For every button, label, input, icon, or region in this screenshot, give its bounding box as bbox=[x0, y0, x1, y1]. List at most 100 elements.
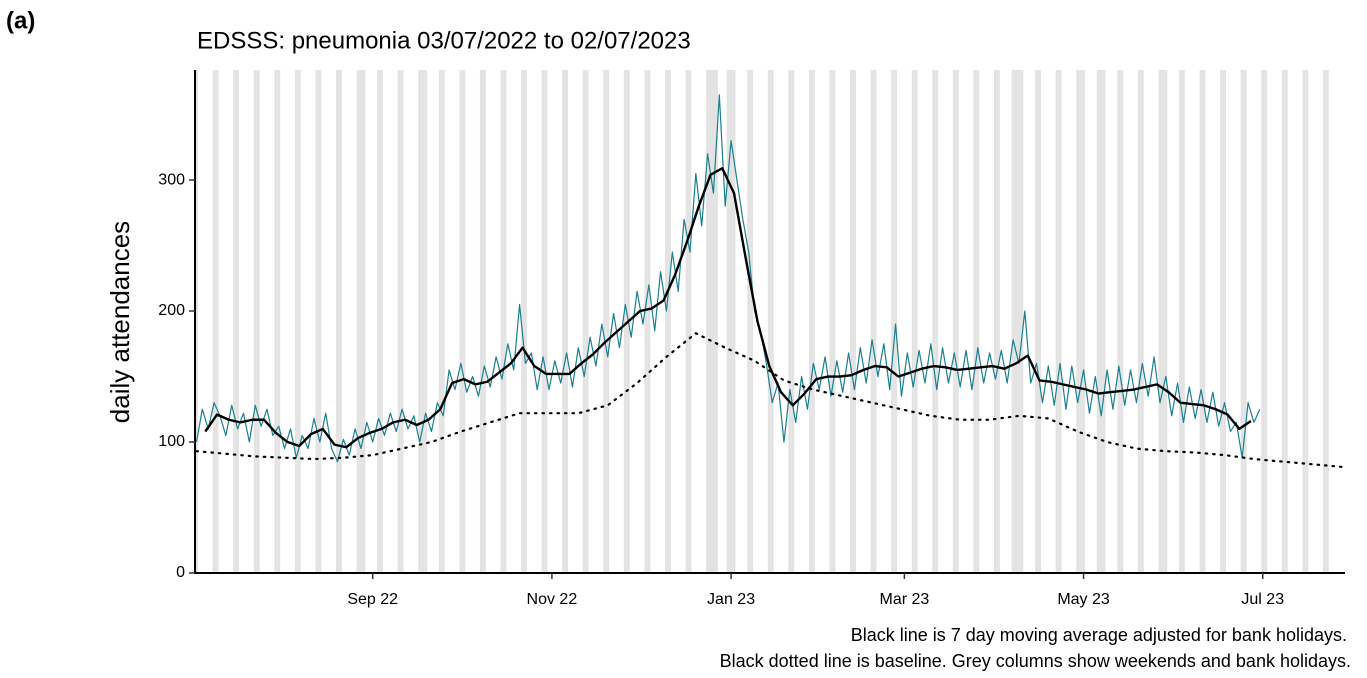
shaded-day bbox=[359, 70, 363, 573]
shaded-day bbox=[1199, 70, 1203, 573]
shaded-day bbox=[1302, 70, 1306, 573]
shaded-day bbox=[850, 70, 853, 573]
shaded-day bbox=[894, 70, 898, 573]
axes: 0 100 200 300 Sep 22 Nov 22 Jan 23 Mar 23 May 23… bbox=[158, 70, 1345, 608]
shaded-day bbox=[709, 70, 712, 573]
shaded-day bbox=[585, 70, 589, 573]
baseline-line bbox=[195, 332, 1344, 468]
chart-title: EDSSS: pneumonia 03/07/2022 to 02/07/202… bbox=[197, 27, 691, 54]
shaded-day bbox=[462, 70, 466, 573]
shaded-day bbox=[400, 70, 404, 573]
note: Black line is 7 day moving average adjus… bbox=[851, 625, 1347, 645]
shaded-day bbox=[647, 70, 651, 573]
shaded-day bbox=[606, 70, 610, 573]
shaded-day bbox=[1137, 70, 1141, 573]
shaded-day bbox=[253, 70, 257, 573]
shaded-day bbox=[1325, 70, 1329, 573]
shaded-day bbox=[1164, 70, 1168, 573]
shaded-day bbox=[688, 70, 692, 573]
shaded-day bbox=[832, 70, 836, 573]
shaded-day bbox=[706, 70, 710, 573]
shaded-day bbox=[973, 70, 977, 573]
shaded-day bbox=[441, 70, 445, 573]
shaded-day bbox=[1120, 70, 1124, 573]
shaded-day bbox=[685, 70, 689, 573]
shaded-day bbox=[523, 70, 527, 573]
shaded-day bbox=[256, 70, 260, 573]
x-tick-label: Jul 23 bbox=[1241, 591, 1284, 608]
shaded-day bbox=[952, 70, 956, 573]
shaded-day bbox=[541, 70, 545, 573]
shaded-day bbox=[976, 70, 980, 573]
y-tick-label: 300 bbox=[158, 171, 185, 188]
shaded-day bbox=[993, 70, 997, 573]
shaded-day bbox=[1322, 70, 1326, 573]
shaded-day bbox=[623, 70, 627, 573]
shaded-day bbox=[852, 70, 856, 573]
shaded-day bbox=[1181, 70, 1185, 573]
shaded-day bbox=[438, 70, 442, 573]
shaded-day bbox=[459, 70, 463, 573]
y-axis-label: daily attendances bbox=[105, 221, 135, 423]
shaded-day bbox=[829, 70, 833, 573]
shaded-day bbox=[1117, 70, 1121, 573]
shaded-day bbox=[726, 70, 730, 573]
y-tick-label: 100 bbox=[158, 433, 185, 450]
shaded-day bbox=[482, 70, 486, 573]
shaded-day bbox=[318, 70, 322, 573]
shaded-day bbox=[338, 70, 342, 573]
shaded-day bbox=[274, 70, 278, 573]
shaded-day bbox=[544, 70, 548, 573]
shaded-day bbox=[811, 70, 815, 573]
shaded-day bbox=[767, 70, 771, 573]
shaded-day bbox=[732, 70, 736, 573]
shaded-day bbox=[1240, 70, 1244, 573]
shaded-day bbox=[562, 70, 566, 573]
shaded-day bbox=[1264, 70, 1268, 573]
shaded-day bbox=[603, 70, 607, 573]
shaded-day bbox=[1243, 70, 1247, 573]
shaded-day bbox=[664, 70, 668, 573]
shaded-day bbox=[873, 70, 877, 573]
shaded-day bbox=[1140, 70, 1144, 573]
note: Black dotted line is baseline. Grey colu… bbox=[720, 651, 1351, 671]
shaded-day bbox=[914, 70, 918, 573]
shaded-day bbox=[377, 70, 381, 573]
shaded-day bbox=[1281, 70, 1285, 573]
shaded-day bbox=[1038, 70, 1041, 573]
x-tick-label: Sep 22 bbox=[347, 591, 398, 608]
shaded-day bbox=[397, 70, 401, 573]
shaded-day bbox=[418, 70, 422, 573]
shading bbox=[195, 70, 1329, 573]
shaded-day bbox=[644, 70, 648, 573]
shaded-day bbox=[565, 70, 569, 573]
shaded-day bbox=[1014, 70, 1018, 573]
shaded-day bbox=[1082, 70, 1086, 573]
shaded-day bbox=[380, 70, 383, 573]
shaded-day bbox=[233, 70, 237, 573]
shaded-day bbox=[294, 70, 298, 573]
shaded-day bbox=[1158, 70, 1162, 573]
shaded-day bbox=[1102, 70, 1106, 573]
shaded-day bbox=[1099, 70, 1103, 573]
shaded-day bbox=[747, 70, 751, 573]
shaded-day bbox=[870, 70, 874, 573]
shaded-day bbox=[808, 70, 812, 573]
shaded-day bbox=[1223, 70, 1227, 573]
plot-lines bbox=[195, 94, 1344, 468]
shaded-day bbox=[891, 70, 895, 573]
shaded-day bbox=[750, 70, 754, 573]
y-tick-label: 200 bbox=[158, 302, 185, 319]
shaded-day bbox=[315, 70, 319, 573]
shaded-day bbox=[195, 70, 198, 573]
shaded-day bbox=[1020, 70, 1024, 573]
x-tick-label: Jan 23 bbox=[707, 591, 755, 608]
shaded-day bbox=[1017, 70, 1021, 573]
shaded-day bbox=[1202, 70, 1206, 573]
shaded-day bbox=[1096, 70, 1100, 573]
shaded-day bbox=[1058, 70, 1062, 573]
shaded-day bbox=[1284, 70, 1288, 573]
shaded-day bbox=[421, 70, 425, 573]
panel-label: (a) bbox=[6, 7, 35, 34]
shaded-day bbox=[500, 70, 504, 573]
